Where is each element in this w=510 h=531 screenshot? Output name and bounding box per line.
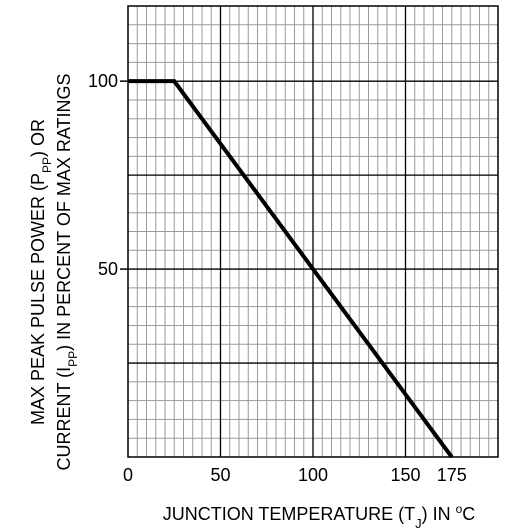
x-axis-label-main: JUNCTION TEMPERATURE (T xyxy=(163,504,415,524)
x-tick-label-175: 175 xyxy=(437,465,467,485)
y-axis-label-line-2-post: ) IN PERCENT OF MAX RATINGS xyxy=(54,73,74,350)
y-axis-label-line-2: CURRENT (IPP) IN PERCENT OF MAX RATINGS xyxy=(54,73,80,470)
x-axis-label: JUNCTION TEMPERATURE (TJ) IN oC xyxy=(163,502,476,531)
series-layer xyxy=(128,79,454,459)
major-grid xyxy=(128,6,498,457)
y-axis-label-line-1: MAX PEAK PULSE POWER (PPP) OR xyxy=(28,119,54,425)
y-axis-label-line-2-group: CURRENT (IPP) IN PERCENT OF MAX RATINGS xyxy=(54,73,80,470)
y-axis-label-line-2-main: CURRENT (I xyxy=(54,367,74,471)
x-tick-label-50: 50 xyxy=(210,465,230,485)
plot-frame xyxy=(120,5,499,458)
series-line-1 xyxy=(128,79,454,459)
x-tick-label-100: 100 xyxy=(298,465,328,485)
y-axis-label-line-1-group: MAX PEAK PULSE POWER (PPP) OR xyxy=(28,119,54,425)
x-axis-label-degree: o xyxy=(456,502,463,516)
y-tick-labels: 50 100 xyxy=(88,71,118,279)
y-axis-label-line-1-main: MAX PEAK PULSE POWER (P xyxy=(28,173,48,425)
y-tick-label-100: 100 xyxy=(88,71,118,91)
x-tick-labels: 0 50 100 150 175 xyxy=(123,465,467,485)
x-axis-label-suffix: ) IN xyxy=(422,504,456,524)
x-tick-label-0: 0 xyxy=(123,465,133,485)
x-axis-label-sub: J xyxy=(415,516,422,531)
y-axis-label-line-1-post: ) OR xyxy=(28,119,48,157)
plot-border xyxy=(127,5,499,458)
y-axis-label-line-2-sub: PP xyxy=(66,351,80,367)
x-axis-label-unit: C xyxy=(462,504,475,524)
x-tick-label-150: 150 xyxy=(390,465,420,485)
y-tick-label-50: 50 xyxy=(98,259,118,279)
y-axis-label-line-1-sub: PP xyxy=(40,157,54,173)
